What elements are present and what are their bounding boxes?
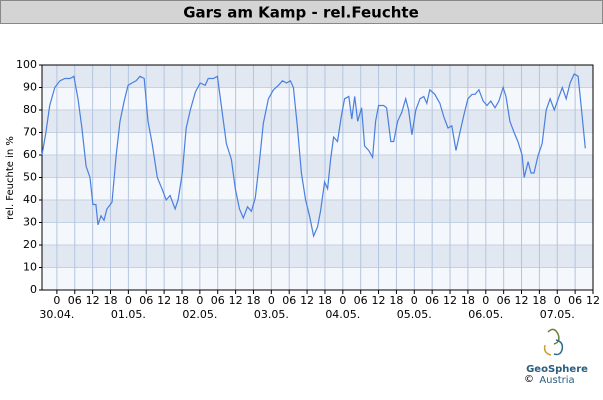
x-tick-label: 06 xyxy=(139,294,153,307)
y-tick-label: 90 xyxy=(23,81,37,94)
band xyxy=(42,65,593,88)
band xyxy=(42,110,593,133)
y-tick-label: 0 xyxy=(30,283,37,296)
x-tick-label: 12 xyxy=(157,294,171,307)
x-tick-label: 12 xyxy=(300,294,314,307)
logo-copyright: © xyxy=(524,374,534,385)
y-tick-label: 10 xyxy=(23,261,37,274)
logo: © GeoSphere Austria xyxy=(524,328,588,386)
y-tick-label: 40 xyxy=(23,193,37,206)
x-tick-label: 0 xyxy=(339,294,346,307)
x-tick-label: 12 xyxy=(515,294,529,307)
date-label: 06.05. xyxy=(468,308,503,321)
logo-swirl xyxy=(547,328,560,345)
logo-swirl xyxy=(543,344,552,356)
x-tick-label: 12 xyxy=(229,294,243,307)
y-tick-label: 70 xyxy=(23,126,37,139)
x-tick-label: 12 xyxy=(443,294,457,307)
date-label: 03.05. xyxy=(254,308,289,321)
x-tick-label: 0 xyxy=(196,294,203,307)
x-tick-label: 18 xyxy=(175,294,189,307)
x-tick-label: 0 xyxy=(482,294,489,307)
x-tick-label: 12 xyxy=(372,294,386,307)
band xyxy=(42,245,593,268)
x-tick-label: 0 xyxy=(125,294,132,307)
y-tick-label: 30 xyxy=(23,216,37,229)
y-tick-label: 20 xyxy=(23,238,37,251)
x-tick-label: 18 xyxy=(532,294,546,307)
x-tick-label: 06 xyxy=(497,294,511,307)
x-tick-label: 18 xyxy=(461,294,475,307)
x-tick-label: 18 xyxy=(104,294,118,307)
x-tick-label: 06 xyxy=(68,294,82,307)
x-tick-label: 18 xyxy=(389,294,403,307)
x-tick-label: 18 xyxy=(246,294,260,307)
logo-sub: Austria xyxy=(539,375,574,386)
x-tick-label: 12 xyxy=(86,294,100,307)
date-label: 07.05. xyxy=(540,308,575,321)
x-tick-label: 0 xyxy=(554,294,561,307)
x-tick-label: 06 xyxy=(211,294,225,307)
x-tick-label: 0 xyxy=(268,294,275,307)
x-tick-label: 06 xyxy=(425,294,439,307)
y-tick-label: 80 xyxy=(23,103,37,116)
y-tick-label: 50 xyxy=(23,171,37,184)
x-tick-label: 0 xyxy=(411,294,418,307)
y-tick-label: 60 xyxy=(23,148,37,161)
x-tick-label: 12 xyxy=(586,294,600,307)
plot-frame xyxy=(41,64,594,291)
x-tick-label: 06 xyxy=(282,294,296,307)
logo-swirl xyxy=(553,339,564,356)
x-tick-label: 18 xyxy=(318,294,332,307)
logo-name: GeoSphere xyxy=(526,364,588,375)
x-tick-label: 0 xyxy=(53,294,60,307)
date-label: 04.05. xyxy=(325,308,360,321)
chart-title: Gars am Kamp - rel.Feuchte xyxy=(183,4,419,22)
band xyxy=(42,200,593,223)
x-tick-label: 06 xyxy=(568,294,582,307)
y-axis-label: rel. Feuchte in % xyxy=(5,136,16,220)
x-tick-label: 06 xyxy=(354,294,368,307)
date-label: 02.05. xyxy=(182,308,217,321)
date-label: 05.05. xyxy=(397,308,432,321)
y-tick-label: 100 xyxy=(16,58,37,71)
data-line xyxy=(41,73,586,238)
date-label: 01.05. xyxy=(111,308,146,321)
band xyxy=(42,155,593,178)
date-label: 30.04. xyxy=(39,308,74,321)
